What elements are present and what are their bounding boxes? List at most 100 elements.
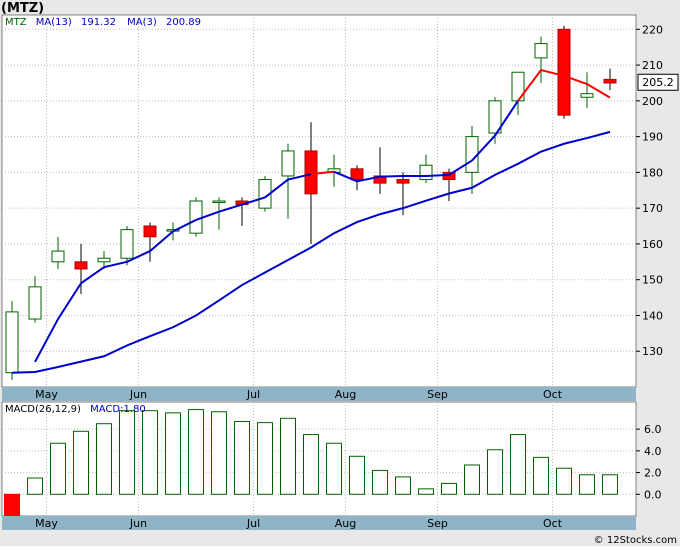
macd-bar bbox=[257, 422, 273, 495]
candle-up bbox=[580, 93, 594, 98]
legend-ma3-value: 200.89 bbox=[166, 17, 201, 28]
macd-tick-label: 6.0 bbox=[644, 423, 662, 436]
price-y-axis: 130 140 150 160 170 180 190 200 210 220 bbox=[636, 23, 663, 358]
legend: MTZ MA(13) 191.32 MA(3) 200.89 bbox=[5, 17, 201, 28]
macd-bar bbox=[418, 488, 434, 495]
macd-month-bar bbox=[2, 516, 636, 530]
macd-bar bbox=[165, 412, 181, 495]
ma3-segment bbox=[448, 159, 473, 176]
month-label: Sep bbox=[427, 517, 448, 530]
macd-bar bbox=[533, 456, 549, 495]
legend-ma3-label: MA(3) bbox=[127, 17, 157, 28]
macd-bar bbox=[579, 474, 595, 495]
price-tick-label: 200 bbox=[642, 95, 663, 108]
macd-bar bbox=[142, 410, 158, 495]
macd-bar bbox=[510, 434, 526, 495]
ma3-segment bbox=[195, 210, 220, 221]
macd-bar bbox=[602, 474, 618, 495]
candle-down bbox=[396, 179, 410, 184]
month-label: May bbox=[35, 517, 58, 530]
macd-bar bbox=[96, 423, 112, 495]
candle-down bbox=[557, 28, 571, 116]
candle-down bbox=[304, 150, 318, 195]
candle-up bbox=[534, 43, 548, 59]
ma3-segment bbox=[149, 230, 174, 252]
macd-legend: MACD(26,12,9) MACD:1.80 bbox=[5, 404, 146, 415]
price-tick-label: 140 bbox=[642, 309, 663, 322]
macd-bar bbox=[303, 434, 319, 495]
legend-ticker: MTZ bbox=[5, 17, 27, 28]
macd-tick-label: 2.0 bbox=[644, 467, 662, 480]
candle-up bbox=[281, 150, 295, 177]
candle-down bbox=[143, 225, 157, 238]
last-price-tag: 205.2 bbox=[637, 73, 679, 91]
macd-bar bbox=[326, 442, 342, 495]
candle-up bbox=[51, 250, 65, 263]
macd-bar-negative bbox=[4, 493, 20, 517]
price-tick-label: 160 bbox=[642, 238, 663, 251]
price-tick-label: 130 bbox=[642, 345, 663, 358]
macd-bar bbox=[441, 482, 457, 495]
price-tick-label: 150 bbox=[642, 274, 663, 287]
ma3-segment bbox=[103, 260, 128, 269]
last-price-box bbox=[637, 73, 679, 91]
candle-up bbox=[488, 100, 502, 134]
ma3-segment bbox=[563, 74, 588, 85]
macd-bar bbox=[119, 410, 135, 495]
ma3-segment bbox=[57, 282, 82, 320]
macd-bar bbox=[27, 477, 43, 495]
candle-down bbox=[603, 78, 617, 84]
month-label: Sep bbox=[427, 388, 448, 401]
macd-bar bbox=[50, 442, 66, 495]
price-tick-label: 220 bbox=[642, 23, 663, 36]
macd-bar bbox=[395, 476, 411, 495]
macd-bar bbox=[211, 411, 227, 495]
candle-up bbox=[5, 311, 19, 374]
month-label: May bbox=[35, 388, 58, 401]
moving-averages bbox=[11, 69, 611, 374]
ma3-segment bbox=[34, 318, 59, 363]
month-label: Jul bbox=[246, 517, 260, 530]
last-price-value: 205.2 bbox=[642, 76, 674, 89]
month-label: Jun bbox=[129, 388, 147, 401]
ma3-segment bbox=[241, 196, 266, 206]
month-label: Aug bbox=[335, 388, 356, 401]
ma3-segment bbox=[126, 250, 151, 263]
ma3-segment bbox=[80, 266, 105, 285]
price-gridlines bbox=[2, 15, 636, 387]
ma3-segment bbox=[517, 69, 542, 102]
ma3-segment bbox=[264, 178, 289, 199]
price-tick-label: 190 bbox=[642, 131, 663, 144]
month-label: Aug bbox=[335, 517, 356, 530]
macd-bar bbox=[188, 409, 204, 495]
ma3-segment bbox=[471, 134, 496, 162]
site-credit: © 12Stocks.com bbox=[594, 535, 677, 546]
macd-tick-label: 4.0 bbox=[644, 445, 662, 458]
macd-bar bbox=[234, 421, 250, 495]
price-month-labels: May Jun Jul Aug Sep Oct bbox=[35, 388, 563, 401]
month-label: Oct bbox=[543, 517, 563, 530]
candle-down bbox=[350, 168, 364, 181]
macd-bar bbox=[349, 455, 365, 495]
candle-up bbox=[419, 164, 433, 181]
macd-bar bbox=[464, 464, 480, 495]
legend-ma13-value: 191.32 bbox=[81, 17, 116, 28]
ma3-segment bbox=[172, 219, 197, 233]
macd-y-axis: 0.0 2.0 4.0 6.0 bbox=[636, 423, 662, 501]
ma3-segment bbox=[287, 173, 312, 181]
macd-month-labels: May Jun Jul Aug Sep Oct bbox=[35, 517, 563, 530]
price-tick-label: 210 bbox=[642, 59, 663, 72]
price-panel bbox=[1, 14, 637, 388]
macd-tick-label: 0.0 bbox=[644, 488, 662, 501]
legend-ma13-label: MA(13) bbox=[36, 17, 72, 28]
candle-up bbox=[28, 286, 42, 320]
macd-bar bbox=[73, 430, 89, 495]
candle-up bbox=[465, 136, 479, 173]
candle-up bbox=[189, 200, 203, 234]
candle-up bbox=[212, 200, 226, 203]
price-tick-label: 170 bbox=[642, 202, 663, 215]
candle-up bbox=[97, 257, 111, 263]
price-candles bbox=[5, 25, 617, 380]
